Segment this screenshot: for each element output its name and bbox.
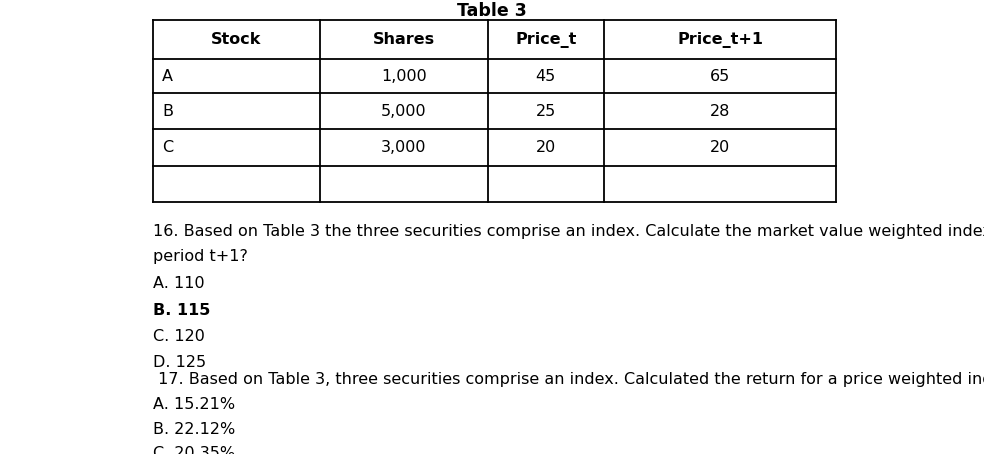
Text: 5,000: 5,000: [381, 104, 427, 119]
Text: Stock: Stock: [212, 32, 262, 47]
Text: 1,000: 1,000: [381, 69, 427, 84]
Text: B. 22.12%: B. 22.12%: [153, 421, 235, 437]
Text: A. 15.21%: A. 15.21%: [153, 396, 234, 412]
Text: 45: 45: [535, 69, 556, 84]
Text: 16. Based on Table 3 the three securities comprise an index. Calculate the marke: 16. Based on Table 3 the three securitie…: [153, 224, 984, 239]
Text: Shares: Shares: [373, 32, 435, 47]
Text: 17. Based on Table 3, three securities comprise an index. Calculated the return : 17. Based on Table 3, three securities c…: [153, 371, 984, 387]
Text: B. 115: B. 115: [153, 302, 210, 318]
Text: D. 125: D. 125: [153, 355, 206, 370]
Text: C: C: [162, 140, 173, 155]
Text: 65: 65: [710, 69, 730, 84]
Text: B: B: [162, 104, 173, 119]
Text: 20: 20: [710, 140, 730, 155]
Text: Price_t: Price_t: [515, 32, 577, 48]
Text: 25: 25: [535, 104, 556, 119]
Text: Table 3: Table 3: [458, 2, 526, 20]
Text: Price_t+1: Price_t+1: [677, 32, 764, 48]
Text: period t+1?: period t+1?: [153, 249, 247, 264]
Text: C. 20.35%: C. 20.35%: [153, 446, 234, 454]
Text: A. 110: A. 110: [153, 276, 204, 291]
Text: C. 120: C. 120: [153, 329, 205, 344]
Text: A: A: [162, 69, 173, 84]
Text: 20: 20: [535, 140, 556, 155]
Text: 3,000: 3,000: [381, 140, 427, 155]
Text: 28: 28: [709, 104, 730, 119]
